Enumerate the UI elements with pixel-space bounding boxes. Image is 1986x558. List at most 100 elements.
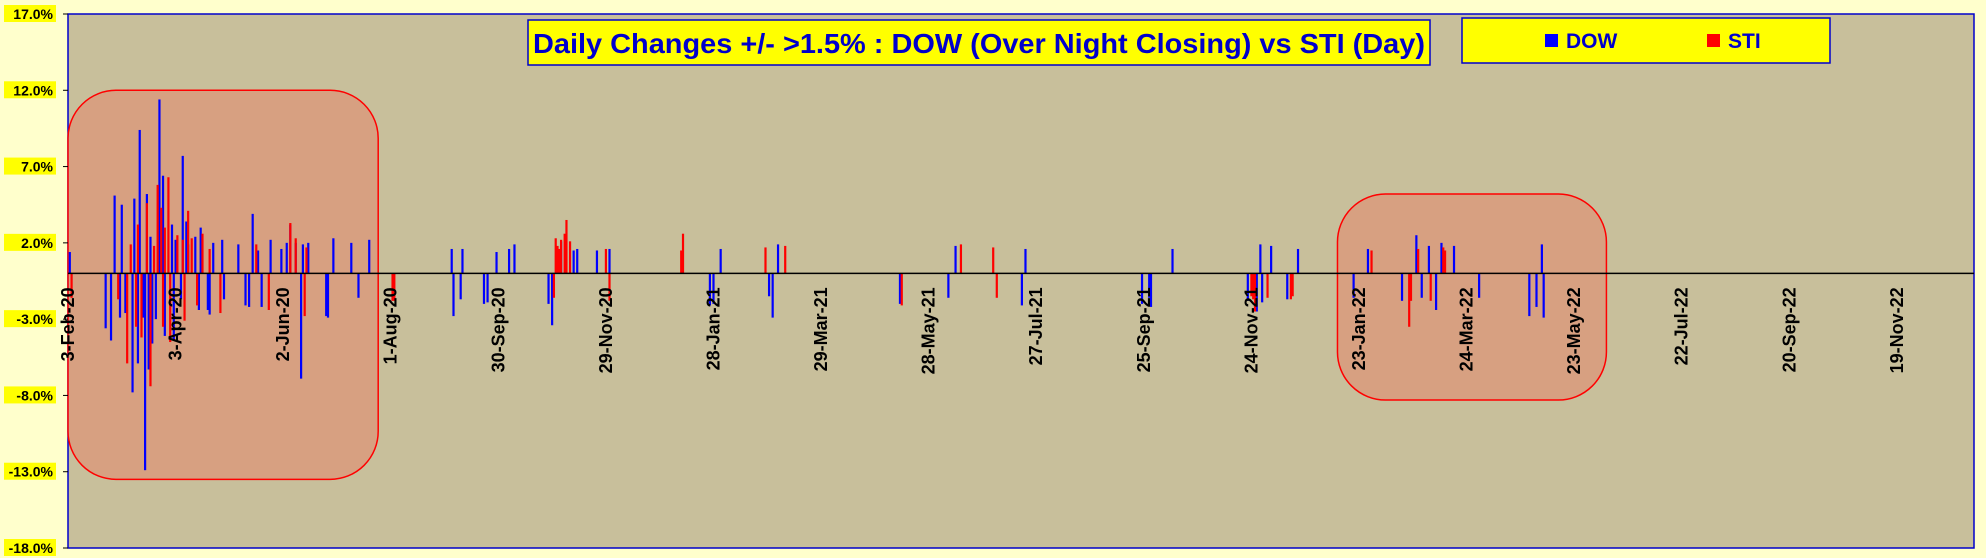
- dow-bar-102: [1434, 273, 1438, 310]
- dow-bar-92: [1261, 273, 1264, 303]
- chart-title: Daily Changes +/- >1.5% : DOW (Over Nigh…: [533, 28, 1425, 59]
- dow-bar-34: [208, 273, 211, 315]
- dow-bar-36: [221, 239, 224, 274]
- dow-bar-62: [482, 273, 486, 304]
- x-tick-label-14: 24-Mar-22: [1457, 287, 1477, 371]
- dow-bar-24: [172, 273, 175, 341]
- dow-bar-79: [776, 244, 780, 274]
- dow-bar-40: [247, 273, 251, 307]
- sti-bar-59: [1408, 273, 1411, 327]
- dow-bar-3: [109, 273, 113, 341]
- dow-bar-87: [1149, 273, 1153, 307]
- x-tick-label-18: 19-Nov-22: [1887, 287, 1907, 373]
- sti-bar-57: [1291, 273, 1294, 297]
- dow-bar-90: [1255, 273, 1258, 312]
- legend-label-sti: STI: [1728, 30, 1761, 53]
- sti-bar-40: [565, 219, 568, 274]
- y-tick-label: 17.0%: [13, 6, 53, 22]
- dow-bar-52: [325, 273, 328, 317]
- sti-bar-18: [181, 239, 184, 274]
- dow-bar-85: [1140, 273, 1144, 304]
- dow-bar-9: [133, 198, 136, 274]
- sti-bar-43: [608, 273, 611, 301]
- sti-bar-35: [554, 238, 557, 274]
- dow-bar-65: [507, 248, 511, 274]
- x-tick-label-15: 23-May-22: [1564, 287, 1584, 374]
- sti-bar-22: [195, 273, 199, 306]
- dow-bar-38: [237, 244, 240, 274]
- sti-bar-23: [201, 233, 204, 274]
- sti-bar-27: [267, 273, 270, 310]
- y-tick-label: -13.0%: [9, 464, 54, 480]
- dow-bar-96: [1352, 273, 1355, 298]
- dow-bar-41: [251, 213, 254, 274]
- dow-bar-70: [572, 250, 575, 274]
- sti-bar-63: [1442, 247, 1445, 274]
- sti-bar-29: [294, 238, 297, 274]
- sti-bar-62: [1429, 273, 1432, 301]
- dow-bar-83: [1020, 273, 1023, 306]
- sti-bar-10: [152, 245, 156, 274]
- sti-bar-53: [1252, 273, 1255, 300]
- sti-bar-2: [117, 273, 120, 300]
- dow-bar-30: [194, 236, 197, 274]
- dow-bar-78: [771, 273, 774, 318]
- dow-bar-2: [104, 273, 107, 329]
- y-tick-7: -13.0%: [4, 462, 68, 480]
- y-tick-label-bg: [4, 386, 56, 404]
- dow-bar-80: [898, 273, 902, 304]
- sti-bar-34: [552, 273, 556, 298]
- dow-bar-98: [1400, 273, 1404, 301]
- x-tick-label-10: 27-Jul-21: [1026, 287, 1046, 365]
- y-axis-ticks: 17.0% 12.0% 7.0% 2.0% -3.0% -8.0% -13.0% -18.0%: [4, 5, 68, 556]
- dow-bar-105: [1478, 273, 1481, 298]
- dow-bar-17: [151, 273, 154, 344]
- sti-bar-48: [900, 273, 903, 306]
- x-tick-label-17: 20-Sep-22: [1779, 287, 1799, 372]
- x-tick-label-9: 28-May-21: [919, 287, 939, 374]
- dow-bar-82: [954, 245, 957, 274]
- chart-title-box: Daily Changes +/- >1.5% : DOW (Over Nigh…: [527, 19, 1431, 66]
- dow-bar-103: [1440, 242, 1443, 274]
- dow-bar-84: [1024, 248, 1027, 274]
- y-tick-4: 2.0%: [4, 233, 68, 251]
- x-tick-label-16: 22-Jul-22: [1672, 287, 1692, 365]
- dow-bar-67: [547, 273, 550, 304]
- dow-bar-6: [120, 204, 123, 274]
- sti-bar-13: [161, 273, 165, 327]
- dow-bar-108: [1540, 244, 1543, 274]
- y-tick-label: -8.0%: [16, 387, 53, 403]
- sti-bar-42: [604, 248, 608, 274]
- dow-bar-46: [285, 242, 288, 274]
- sti-bar-31: [305, 247, 308, 274]
- dow-bar-35: [212, 242, 215, 274]
- dow-bar-95: [1296, 248, 1300, 274]
- sti-bar-11: [156, 184, 159, 274]
- dow-bar-61: [461, 248, 464, 274]
- x-tick-label-2: 3-Apr-20: [166, 287, 186, 360]
- sti-bar-36: [556, 245, 559, 274]
- dow-bar-76: [719, 248, 722, 274]
- sti-bar-49: [959, 244, 963, 274]
- sti-bar-8: [145, 203, 148, 274]
- dow-bar-58: [450, 248, 453, 274]
- legend-label-dow: DOW: [1566, 30, 1618, 53]
- dow-bar-97: [1366, 248, 1370, 274]
- y-tick-1: 17.0%: [4, 5, 68, 22]
- x-tick-label-1: 3-Feb-20: [58, 287, 78, 361]
- dow-bar-39: [244, 273, 247, 306]
- y-tick-6: -8.0%: [4, 386, 68, 404]
- highlight-region-2: [1336, 193, 1608, 401]
- dow-bar-88: [1171, 248, 1174, 274]
- sti-bar-14: [163, 227, 166, 274]
- legend-swatch-sti: [1707, 34, 1720, 47]
- x-tick-label-12: 24-Nov-21: [1241, 287, 1261, 373]
- sti-bar-44: [680, 250, 683, 274]
- y-tick-label: -18.0%: [9, 540, 54, 556]
- dow-bar-64: [495, 252, 498, 274]
- sti-bar-46: [764, 247, 767, 274]
- dow-bar-42: [256, 250, 260, 274]
- x-tick-label-8: 29-Mar-21: [811, 287, 831, 371]
- dow-bar-66: [513, 244, 516, 274]
